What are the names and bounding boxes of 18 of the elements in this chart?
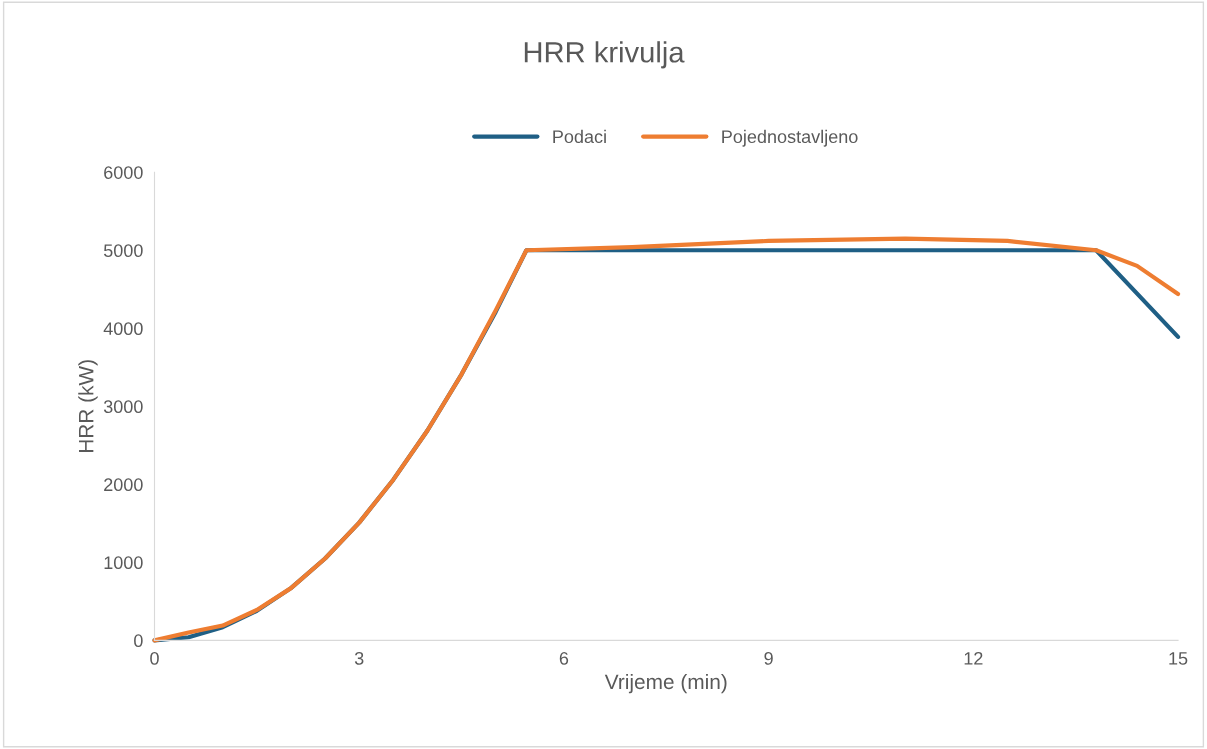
y-tick-label: 3000 bbox=[103, 400, 143, 414]
x-tick-label: 0 bbox=[150, 651, 159, 665]
y-tick-label: 4000 bbox=[103, 322, 143, 336]
y-tick-label: 2000 bbox=[104, 478, 143, 492]
y-tick-label: 1000 bbox=[104, 556, 143, 570]
legend-label: Pojednostavljeno bbox=[722, 129, 858, 147]
legend-label: Podaci bbox=[553, 129, 606, 144]
chart-title: HRR krivulja bbox=[524, 41, 685, 69]
x-tick-label: 9 bbox=[764, 651, 773, 665]
x-tick-label: 3 bbox=[354, 651, 364, 665]
x-tick-label: 6 bbox=[559, 651, 569, 665]
y-tick-label: 0 bbox=[134, 634, 143, 648]
x-tick-label: 15 bbox=[1169, 652, 1188, 665]
x-tick-label: 12 bbox=[964, 651, 983, 665]
y-tick-label: 5000 bbox=[103, 244, 143, 258]
x-axis-title: Vrijeme (min) bbox=[604, 673, 727, 694]
y-tick-label: 6000 bbox=[104, 166, 143, 179]
y-axis-title: HRR (kW) bbox=[78, 360, 98, 453]
